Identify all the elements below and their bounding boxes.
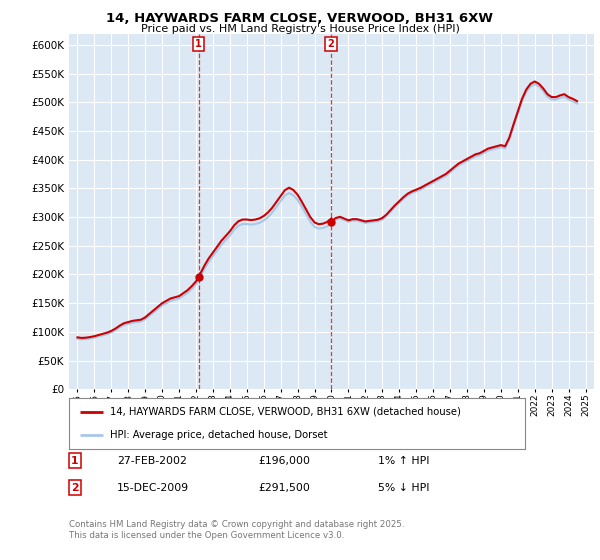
Text: Price paid vs. HM Land Registry's House Price Index (HPI): Price paid vs. HM Land Registry's House … <box>140 24 460 34</box>
Text: 15-DEC-2009: 15-DEC-2009 <box>117 483 189 493</box>
Text: 1: 1 <box>195 39 202 49</box>
Text: 1% ↑ HPI: 1% ↑ HPI <box>378 456 430 466</box>
Text: 14, HAYWARDS FARM CLOSE, VERWOOD, BH31 6XW: 14, HAYWARDS FARM CLOSE, VERWOOD, BH31 6… <box>107 12 493 25</box>
Text: 5% ↓ HPI: 5% ↓ HPI <box>378 483 430 493</box>
Text: 1: 1 <box>71 456 79 466</box>
Text: £196,000: £196,000 <box>258 456 310 466</box>
Text: Contains HM Land Registry data © Crown copyright and database right 2025.
This d: Contains HM Land Registry data © Crown c… <box>69 520 404 540</box>
Text: HPI: Average price, detached house, Dorset: HPI: Average price, detached house, Dors… <box>110 430 328 440</box>
Text: 2: 2 <box>71 483 79 493</box>
Text: £291,500: £291,500 <box>258 483 310 493</box>
Text: 2: 2 <box>328 39 334 49</box>
Text: 14, HAYWARDS FARM CLOSE, VERWOOD, BH31 6XW (detached house): 14, HAYWARDS FARM CLOSE, VERWOOD, BH31 6… <box>110 407 461 417</box>
Text: 27-FEB-2002: 27-FEB-2002 <box>117 456 187 466</box>
